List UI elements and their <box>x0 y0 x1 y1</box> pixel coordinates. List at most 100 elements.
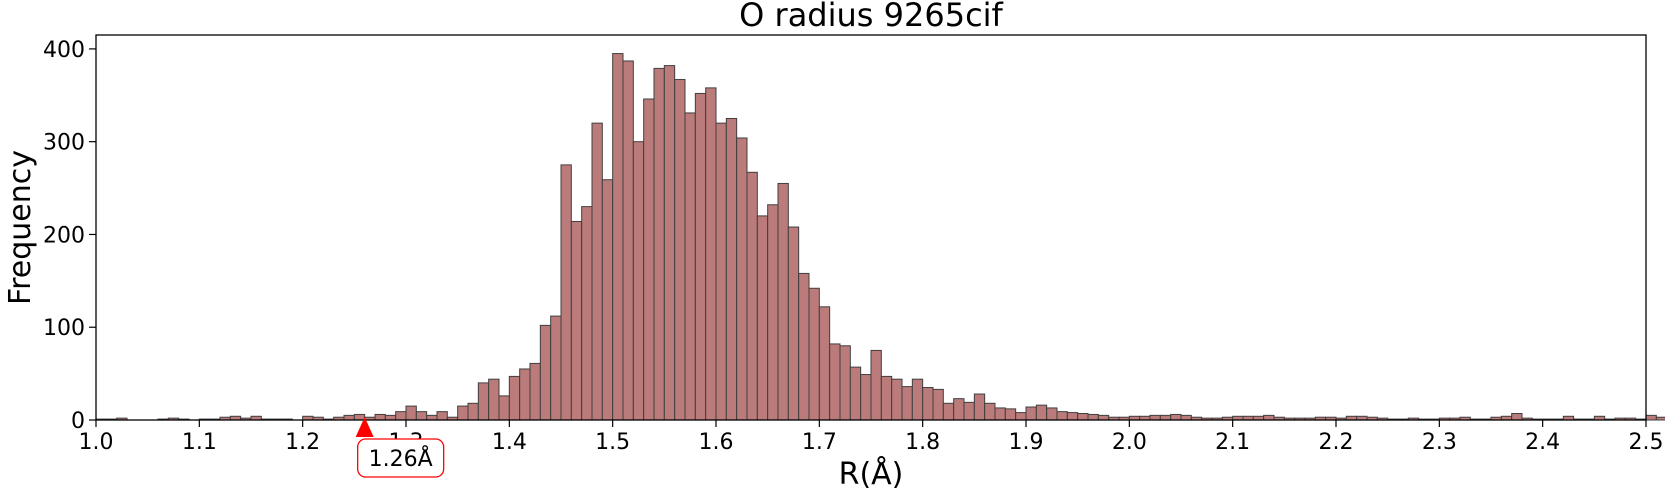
histogram-bar <box>1025 406 1037 421</box>
x-tick-label: 1.6 <box>699 430 734 455</box>
histogram-bar <box>1645 414 1657 421</box>
histogram-bar <box>798 272 810 421</box>
histogram-bar <box>973 393 986 421</box>
x-tick-label: 2.0 <box>1112 430 1147 455</box>
x-tick-label: 1.1 <box>182 430 217 455</box>
histogram-bar <box>922 387 934 421</box>
histogram-bar <box>870 349 882 421</box>
y-axis-label: Frequency <box>3 150 38 305</box>
histogram-bar <box>508 375 521 421</box>
histogram-bar <box>643 98 655 421</box>
histogram-bar <box>581 206 593 421</box>
histogram-bar <box>1655 416 1665 421</box>
x-tick-label: 2.2 <box>1319 430 1354 455</box>
y-tick-label: 100 <box>43 316 85 341</box>
histogram-bar <box>808 287 820 421</box>
x-tick-label: 1.4 <box>492 430 527 455</box>
histogram-bar <box>994 407 1006 421</box>
y-tick-label: 300 <box>43 131 85 156</box>
histogram-bar <box>736 137 748 421</box>
histogram-bar <box>715 122 727 421</box>
histogram-bar <box>1159 414 1172 421</box>
histogram-bar <box>477 382 490 421</box>
y-tick-label: 400 <box>43 38 85 63</box>
histogram-bar <box>839 345 851 421</box>
histogram-bar <box>1035 404 1048 421</box>
marker-label: 1.26Å <box>369 445 433 472</box>
histogram-bar <box>1077 413 1089 421</box>
histogram-bar <box>860 374 872 421</box>
histogram-bar <box>1056 411 1068 421</box>
histogram-bar <box>756 215 769 421</box>
histogram-bar <box>353 413 366 421</box>
histogram-bar <box>1149 414 1161 421</box>
histogram-bar <box>550 315 562 421</box>
histogram-bar <box>1015 412 1027 421</box>
histogram-bar <box>746 171 758 421</box>
histogram-bar <box>901 386 913 421</box>
histogram-bar <box>1087 413 1099 421</box>
x-tick-label: 1.2 <box>285 430 320 455</box>
histogram-bar <box>787 226 800 421</box>
chart-title: O radius 9265cif <box>739 0 1003 34</box>
histogram-bar <box>653 67 665 421</box>
histogram-bar <box>1170 413 1182 421</box>
x-tick-label: 2.1 <box>1215 430 1250 455</box>
histogram-bar <box>1511 413 1523 421</box>
histogram-bar <box>457 405 469 421</box>
histogram-bar <box>684 112 696 421</box>
histogram-bar <box>591 122 603 421</box>
histogram-bar <box>1263 414 1275 421</box>
marker-triangle-icon <box>355 417 374 437</box>
histogram-bar <box>529 362 541 421</box>
histogram-bar <box>674 79 686 421</box>
x-tick-label: 1.5 <box>595 430 630 455</box>
y-axis-ticks: 0 100 200 300 400 <box>43 38 96 434</box>
histogram-bar <box>1046 407 1058 421</box>
x-tick-label: 1.8 <box>905 430 940 455</box>
histogram-bar <box>1004 408 1017 421</box>
threshold-marker: 1.26Å <box>355 417 445 478</box>
histogram-bar <box>405 405 417 421</box>
plot-frame <box>95 34 1647 421</box>
histogram-bar <box>488 378 500 421</box>
histogram-bar <box>818 306 831 421</box>
histogram-bar <box>942 402 955 421</box>
histogram-bar <box>880 375 893 421</box>
histogram-bar <box>1097 414 1110 421</box>
histogram-bar <box>777 182 789 421</box>
marker-label-box <box>357 438 445 478</box>
histogram-bar <box>849 366 862 421</box>
histogram-bar <box>426 414 438 421</box>
x-tick-label: 1.0 <box>79 430 114 455</box>
x-tick-label: 2.5 <box>1629 430 1664 455</box>
histogram-bar <box>539 324 552 421</box>
histogram-bar <box>560 164 572 421</box>
x-tick-label: 2.4 <box>1525 430 1560 455</box>
y-tick-label: 0 <box>71 409 85 434</box>
histogram-bar <box>663 65 676 421</box>
histogram-bar <box>622 60 634 421</box>
x-tick-label: 2.3 <box>1422 430 1457 455</box>
histogram-bar <box>963 401 975 421</box>
x-tick-label: 1.7 <box>802 430 837 455</box>
histogram-bar <box>911 378 924 421</box>
histogram-bar <box>829 343 841 421</box>
histogram-bar <box>343 414 355 421</box>
histogram-bar <box>1066 412 1079 421</box>
histogram-bar <box>632 141 645 421</box>
histogram-bar <box>570 220 583 421</box>
histogram-bar <box>498 395 510 421</box>
histogram-bar <box>384 414 397 421</box>
histogram-bar <box>725 117 738 421</box>
histogram-bar <box>601 179 614 421</box>
histogram-bar <box>374 413 386 421</box>
histogram-bar <box>436 411 448 421</box>
histogram-bar <box>612 53 624 421</box>
histogram-bar <box>467 402 479 421</box>
histogram-bar <box>694 92 707 421</box>
histogram-bar <box>932 388 944 421</box>
x-axis-label: R(Å) <box>839 456 904 492</box>
histogram-bar <box>705 87 717 421</box>
